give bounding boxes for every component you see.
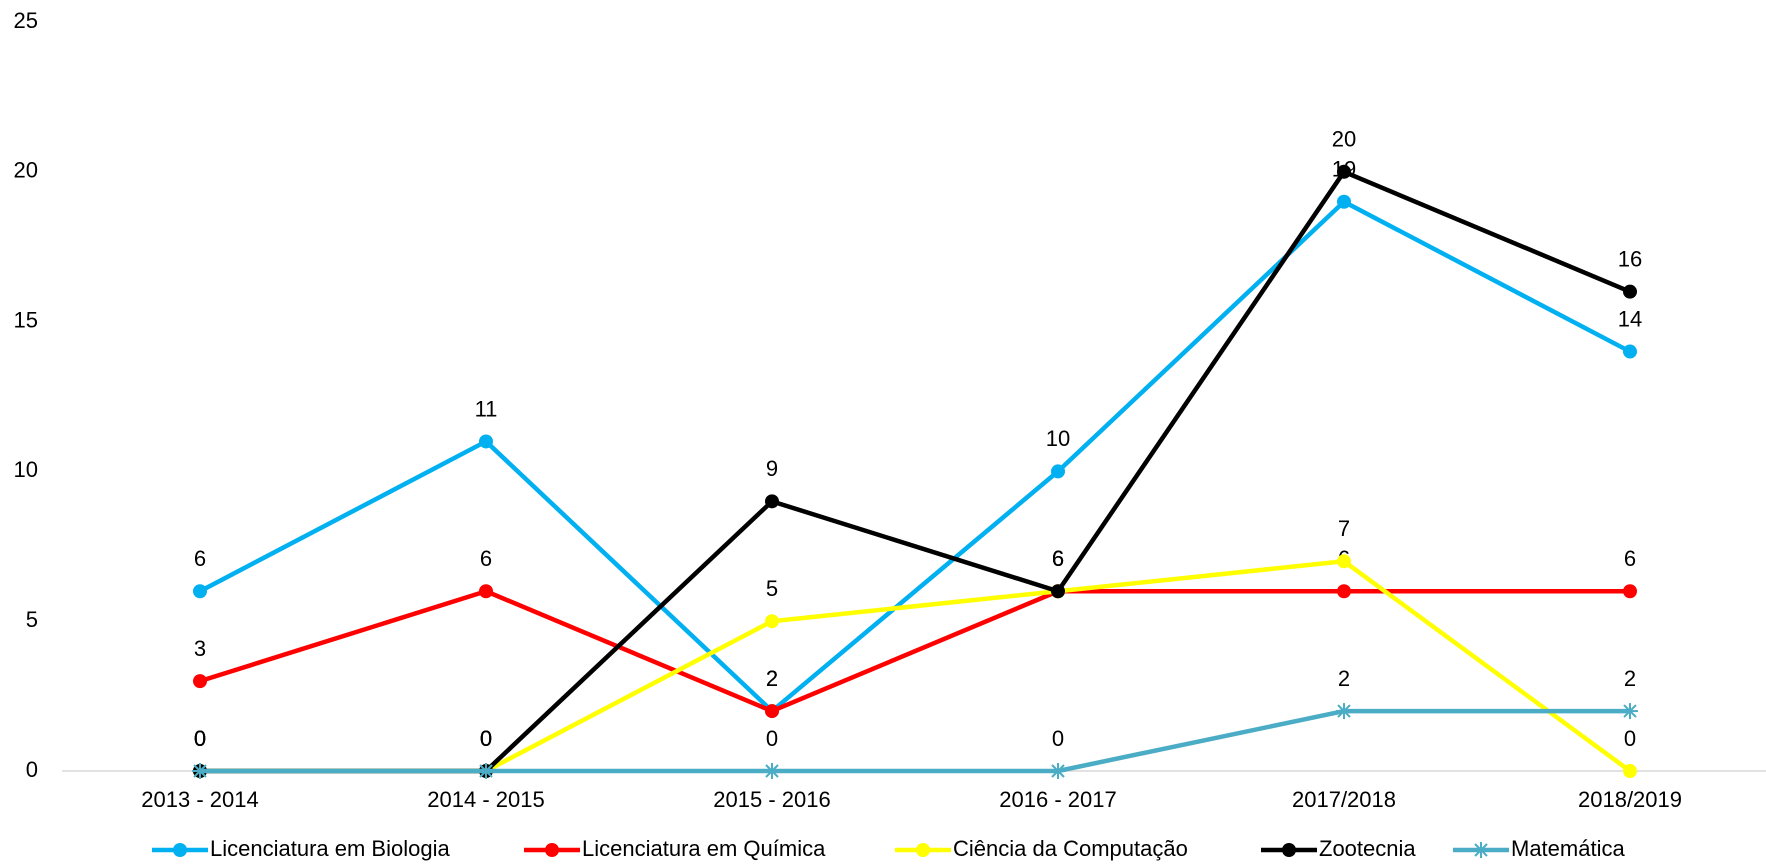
marker [1051,584,1065,599]
series [193,164,1637,778]
data-label: 2 [766,666,778,691]
data-label: 0 [1624,726,1636,751]
data-label: 0 [766,726,778,751]
x-tick-label: 2015 - 2016 [713,787,830,812]
data-label: 0 [480,726,492,751]
marker [545,843,559,857]
data-label: 10 [1046,426,1070,451]
data-label: 7 [1338,516,1350,541]
marker-stroke [479,764,493,778]
marker [1623,764,1637,778]
marker [1623,344,1637,359]
series [192,703,1638,779]
marker [193,674,207,689]
marker [765,614,779,629]
marker-stroke [1337,704,1351,718]
y-tick-label: 25 [14,8,38,33]
series [193,554,1637,778]
marker-stroke [1623,704,1637,718]
marker-stroke [1051,764,1065,778]
marker [479,434,493,449]
marker [1622,703,1638,720]
data-label: 9 [766,456,778,481]
marker [1623,284,1637,299]
marker [193,584,207,599]
data-label: 6 [480,546,492,571]
marker [1336,703,1352,720]
marker [1050,763,1066,779]
marker [764,763,780,779]
legend-label: Ciência da Computação [953,836,1188,861]
marker-stroke [765,764,779,778]
data-label: 6 [1052,546,1064,571]
data-label: 5 [766,576,778,601]
marker-stroke [193,764,207,778]
x-tick-label: 2017/2018 [1292,787,1396,812]
data-label: 20 [1332,127,1356,152]
legend-label: Zootecnia [1319,836,1416,861]
legend-label: Licenciatura em Química [582,836,826,861]
x-tick-label: 2018/2019 [1578,787,1682,812]
data-label: 0 [194,726,206,751]
data-label: 3 [194,636,206,661]
y-tick-label: 15 [14,307,38,332]
series-line [200,169,1631,774]
data-label: 0 [194,726,206,751]
y-tick-label: 20 [14,158,38,183]
marker [1337,164,1351,179]
data-label: 6 [1052,546,1064,571]
marker [765,704,779,719]
marker [1473,842,1489,858]
data-label: 2 [1624,666,1636,691]
marker [1282,843,1296,857]
series [193,194,1637,719]
marker [1337,554,1351,569]
marker [916,843,930,857]
marker [765,494,779,509]
data-label: 11 [475,396,498,421]
x-tick-label: 2014 - 2015 [427,787,544,812]
data-label: 6 [1052,546,1064,571]
marker [1337,194,1351,209]
legend-label: Licenciatura em Biologia [210,836,450,861]
data-label: 14 [1618,306,1642,331]
series-line [199,588,1630,714]
y-tick-label: 0 [26,757,38,782]
y-tick-label: 10 [14,457,38,482]
data-label: 6 [194,546,206,571]
marker [192,763,208,779]
data-label: 2 [1338,666,1350,691]
marker [1623,584,1637,599]
x-tick-label: 2016 - 2017 [999,787,1116,812]
legend-label: Matemática [1511,836,1625,861]
data-label: 6 [1624,546,1636,571]
x-tick-label: 2013 - 2014 [141,787,258,812]
marker [1337,584,1351,599]
marker [478,763,494,779]
data-label: 0 [480,726,492,751]
data-label: 0 [194,726,206,751]
marker [479,584,493,599]
data-label: 0 [1052,726,1064,751]
data-label: 2 [766,666,778,691]
y-tick-label: 5 [26,607,38,632]
marker [1051,464,1065,479]
marker [173,843,187,857]
data-label: 16 [1618,246,1642,271]
data-label: 0 [480,726,492,751]
series-line [198,199,1632,714]
marker-stroke [1474,843,1488,857]
series-line [200,708,1630,774]
